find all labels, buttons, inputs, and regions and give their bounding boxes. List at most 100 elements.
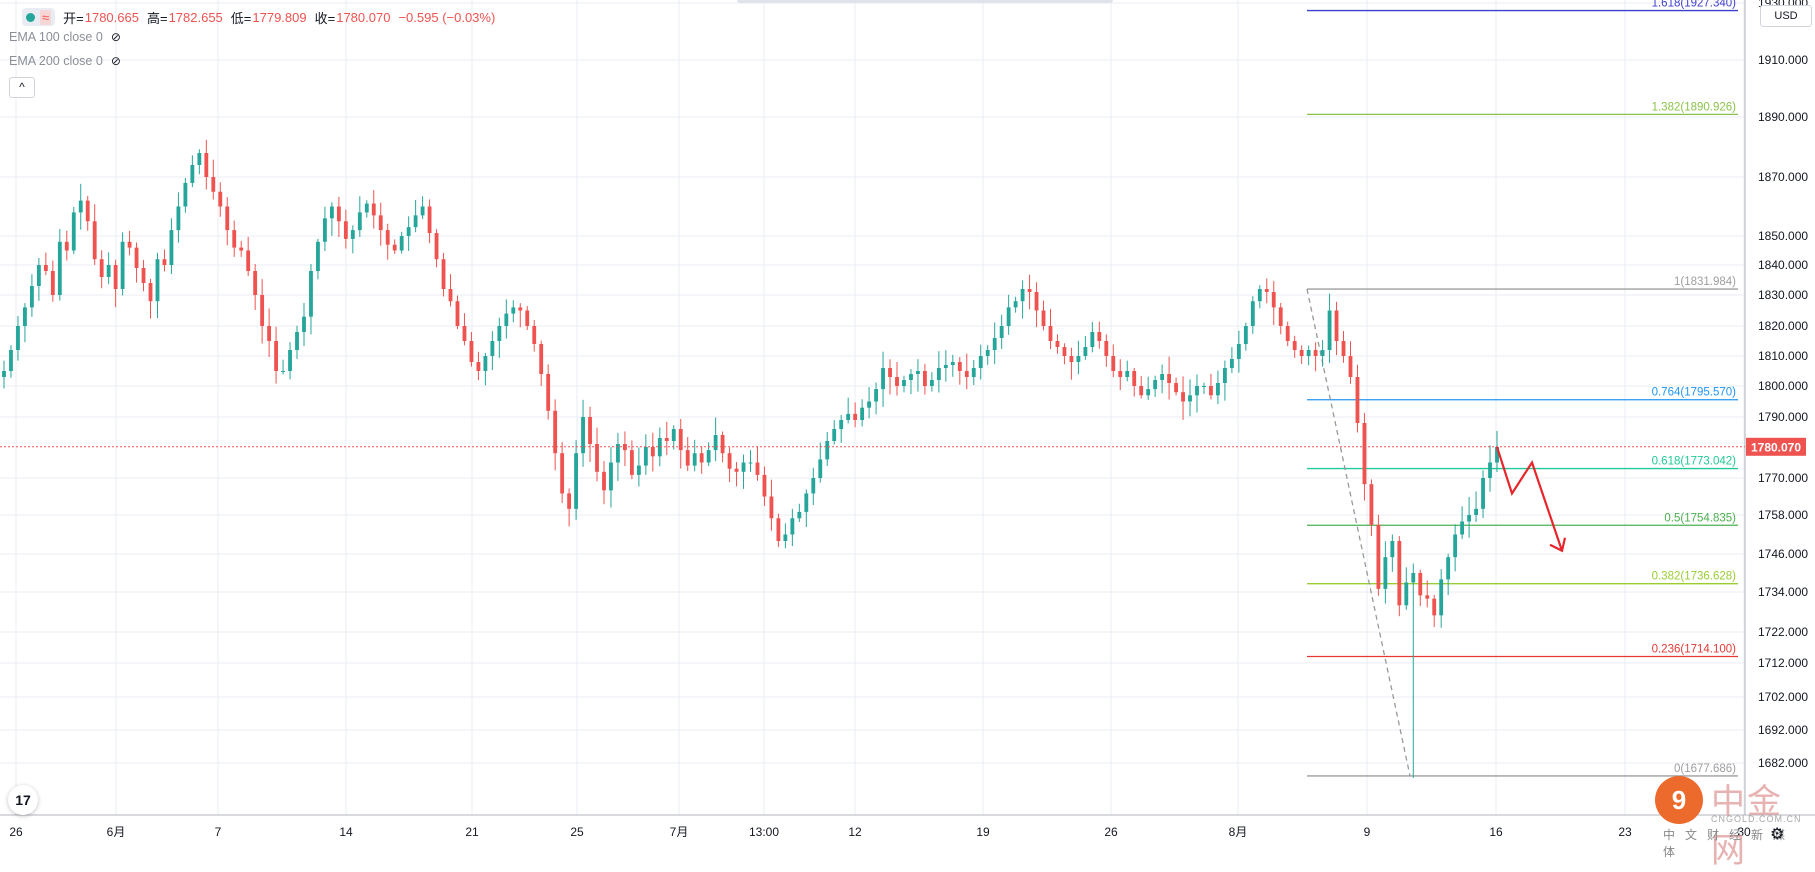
- candle-body: [434, 233, 439, 260]
- collapse-legend-button[interactable]: ^: [9, 77, 35, 98]
- candle-body: [741, 462, 746, 472]
- candle-body: [609, 462, 613, 491]
- candle-body: [867, 401, 872, 408]
- chart-canvas[interactable]: 1930.0001910.0001890.0001870.0001850.000…: [0, 0, 1815, 849]
- candle-body: [1425, 595, 1430, 599]
- candle-body: [323, 218, 327, 242]
- candle-body: [978, 356, 983, 368]
- candle-body: [120, 241, 125, 289]
- candle-body: [699, 453, 704, 463]
- candle-body: [1467, 515, 1472, 522]
- candle-body: [888, 368, 892, 377]
- candle-body: [169, 230, 174, 265]
- candle-body: [999, 326, 1004, 338]
- x-tick-label: 6月: [107, 825, 126, 839]
- candle-body: [720, 435, 725, 454]
- candle-body: [183, 182, 188, 207]
- candle-body: [671, 429, 676, 441]
- candle-body: [239, 247, 244, 251]
- indicator-ema-200[interactable]: EMA 200 close 0 ⊘: [9, 54, 121, 68]
- candle-body: [950, 362, 955, 365]
- price-chart[interactable]: 1930.0001910.0001890.0001870.0001850.000…: [0, 0, 1815, 849]
- candle-body: [211, 177, 216, 192]
- candle-body: [309, 271, 313, 317]
- candle-body: [57, 241, 62, 295]
- candle-body: [546, 374, 551, 411]
- candle-body: [23, 307, 27, 326]
- candle-body: [992, 338, 997, 350]
- candle-body: [504, 313, 509, 326]
- candle-body: [364, 203, 369, 213]
- candle-body: [267, 326, 272, 341]
- candle-body: [1397, 541, 1402, 606]
- candle-body: [462, 326, 467, 341]
- close-value: 1780.070: [336, 9, 391, 25]
- currency-button[interactable]: USD: [1760, 5, 1812, 27]
- high-value: 1782.655: [168, 9, 223, 25]
- candle-body: [176, 206, 181, 231]
- candle-body: [1432, 598, 1437, 616]
- low-label: 低=: [230, 10, 252, 26]
- y-tick-label: 1758.000: [1758, 508, 1808, 522]
- candle-body: [483, 356, 488, 371]
- x-tick-label: 19: [976, 825, 990, 839]
- candles-group: [2, 139, 1499, 778]
- eye-off-icon[interactable]: ⊘: [110, 30, 121, 44]
- candle-body: [581, 417, 585, 454]
- candle-body: [985, 350, 990, 356]
- y-tick-label: 1800.000: [1758, 379, 1808, 393]
- symbol-chip[interactable]: ≈: [22, 8, 56, 26]
- indicator-ema-100[interactable]: EMA 100 close 0 ⊘: [9, 30, 121, 44]
- tradingview-logo-icon[interactable]: 17: [8, 785, 38, 815]
- candle-body: [1292, 341, 1297, 350]
- candle-body: [1439, 579, 1444, 616]
- candle-body: [1495, 447, 1499, 463]
- candle-body: [1460, 521, 1465, 535]
- candle-body: [1411, 573, 1416, 583]
- candle-body: [1418, 573, 1423, 596]
- candle-body: [909, 374, 913, 380]
- candle-body: [1069, 356, 1074, 362]
- x-tick-label: 26: [1104, 825, 1118, 839]
- x-tick-label: 7月: [670, 825, 689, 839]
- candle-body: [371, 203, 376, 216]
- y-tick-label: 1702.000: [1758, 690, 1808, 704]
- candle-body: [902, 380, 906, 386]
- fib-level-label: 0.618(1773.042): [1652, 456, 1737, 468]
- candle-body: [1299, 350, 1304, 356]
- candle-body: [936, 368, 941, 380]
- candle-body: [197, 153, 202, 165]
- fib-level-label: 1.618(1927.340): [1652, 0, 1737, 10]
- candle-body: [281, 371, 285, 372]
- candle-body: [78, 200, 83, 213]
- candle-body: [1104, 341, 1109, 356]
- candle-body: [1202, 386, 1206, 387]
- candle-body: [99, 259, 104, 277]
- candle-body: [1474, 508, 1478, 515]
- candle-body: [588, 417, 592, 444]
- candle-body: [595, 444, 599, 472]
- x-tick-label: 23: [1618, 825, 1632, 839]
- candle-body: [895, 377, 899, 386]
- candle-body: [657, 438, 662, 457]
- candle-body: [616, 444, 620, 463]
- candle-body: [16, 326, 20, 350]
- fib-level-label: 1(1831.984): [1674, 276, 1736, 288]
- candle-body: [832, 429, 837, 441]
- candle-body: [455, 301, 460, 326]
- candle-body: [1034, 292, 1039, 311]
- candle-body: [553, 410, 558, 454]
- x-tick-label: 13:00: [749, 825, 779, 839]
- y-tick-label: 1910.000: [1758, 53, 1808, 67]
- gear-icon[interactable]: ⚙: [1770, 826, 1785, 843]
- candle-body: [1488, 462, 1492, 478]
- candle-body: [1278, 307, 1283, 326]
- candle-body: [232, 230, 237, 248]
- candle-body: [106, 265, 111, 277]
- toolbar-handle[interactable]: [737, 0, 1113, 3]
- eye-off-icon[interactable]: ⊘: [110, 54, 121, 68]
- watermark-subtitle: 中文财经新媒体: [1663, 828, 1796, 859]
- y-tick-label: 1820.000: [1758, 319, 1808, 333]
- candle-body: [1111, 356, 1116, 371]
- candle-body: [1055, 341, 1060, 347]
